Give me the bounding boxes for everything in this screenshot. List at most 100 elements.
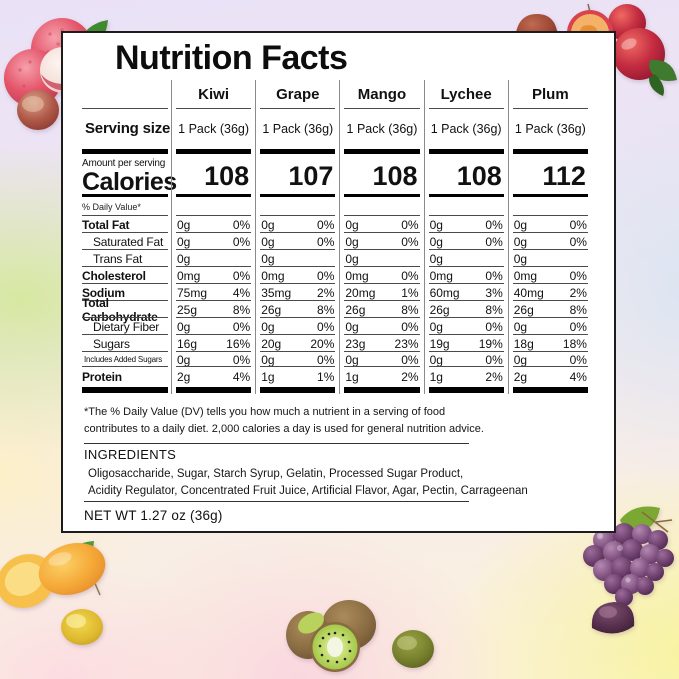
nutrient-value-cell: 0g 0%	[171, 352, 255, 367]
serving-size-value: 1 Pack (36g)	[507, 109, 592, 148]
rule-thick	[82, 386, 171, 394]
nutrient-percent: 0%	[317, 319, 335, 334]
nutrient-amount: 2g	[177, 369, 191, 384]
product-column-header: Kiwi	[171, 80, 255, 109]
nutrient-percent: 0%	[569, 217, 587, 232]
table-row: Cholesterol 0mg 0% 0mg 0% 0mg 0% 0mg 0% 0mg 0%	[82, 267, 592, 284]
nutrient-label: Total Fat	[82, 216, 171, 233]
nutrient-amount: 19g	[429, 336, 450, 351]
nutrient-amount: 0g	[429, 234, 443, 249]
table-row: % Daily Value*	[82, 197, 592, 216]
nutrient-value-cell: 26g 8%	[339, 301, 423, 318]
nutrient-value-cell: 26g 8%	[423, 301, 508, 318]
daily-value-spacer	[171, 197, 255, 216]
nutrient-value-cell: 1g 2%	[423, 367, 508, 386]
page-title: Nutrition Facts	[115, 39, 348, 77]
plum-leaf-icon	[649, 59, 677, 96]
product-column-header: Grape	[255, 80, 339, 109]
table-row: Protein 2g 4% 1g 1% 1g 2% 1g 2% 2g 4%	[82, 367, 592, 386]
rule-thick	[423, 386, 508, 394]
nutrient-amount: 1g	[429, 369, 443, 384]
nutrient-amount: 0g	[429, 352, 443, 367]
nutrient-amount: 0g	[345, 234, 359, 249]
nutrient-value-cell: 0mg 0%	[171, 267, 255, 284]
nutrient-percent: 0%	[317, 234, 335, 249]
nutrient-amount: 25g	[177, 302, 198, 317]
nutrient-percent: 0%	[485, 319, 503, 334]
nutrient-amount: 0g	[177, 251, 191, 266]
nutrient-value-cell: 0mg 0%	[255, 267, 339, 284]
nutrient-percent: 0%	[232, 217, 251, 232]
rule-thick	[82, 148, 171, 155]
nutrient-percent: 23%	[394, 336, 419, 351]
nutrient-value-cell: 0g 0%	[507, 233, 592, 250]
daily-value-footnote: *The % Daily Value (DV) tells you how mu…	[84, 404, 504, 437]
kiwi-illustration	[286, 600, 434, 672]
rule-thick	[171, 386, 255, 394]
nutrient-amount: 40mg	[513, 285, 544, 300]
nutrient-amount: 1g	[345, 369, 359, 384]
nutrient-value-cell: 0g 0%	[423, 318, 508, 335]
nutrient-value-cell: 0g 0%	[255, 216, 339, 233]
nutrient-amount: 0g	[261, 352, 275, 367]
nutrient-percent: 0%	[401, 352, 419, 367]
nutrient-value-cell: 0g 0%	[423, 233, 508, 250]
kiwi-half-icon	[310, 622, 360, 672]
nutrient-amount: 60mg	[429, 285, 460, 300]
table-row: Kiwi Grape Mango Lychee Plum	[82, 80, 592, 109]
nutrient-percent: 0%	[569, 268, 587, 283]
nutrient-percent: 1%	[317, 369, 335, 384]
nutrient-label: Includes Added Sugars	[82, 352, 171, 367]
ingredients-text: Oligosaccharide, Sugar, Starch Syrup, Ge…	[88, 466, 548, 499]
daily-value-spacer	[339, 197, 423, 216]
nutrient-value-cell: 0g 0%	[507, 318, 592, 335]
nutrient-amount: 18g	[513, 336, 534, 351]
rule-thick	[339, 148, 423, 155]
nutrient-amount: 0g	[261, 217, 275, 232]
nutrient-amount: 20g	[261, 336, 282, 351]
nutrient-label: Cholesterol	[82, 267, 171, 284]
nutrient-value-cell: 0g 0%	[171, 318, 255, 335]
nutrient-label: Sodium	[82, 284, 171, 301]
serving-size-value: 1 Pack (36g)	[171, 109, 255, 148]
nutrient-value-cell: 0mg 0%	[423, 267, 508, 284]
nutrient-value-cell: 0g	[507, 250, 592, 267]
nutrient-amount: 75mg	[177, 285, 208, 300]
product-column-header: Lychee	[423, 80, 508, 109]
footnote-line-2: contributes to a daily diet. 2,000 calor…	[84, 422, 484, 435]
calories-label: Calories	[82, 168, 177, 196]
nutrient-value-cell: 19g 19%	[423, 335, 508, 352]
nutrient-percent: 4%	[232, 285, 251, 300]
nutrient-value-cell: 60mg 3%	[423, 284, 508, 301]
nutrient-value-cell: 18g 18%	[507, 335, 592, 352]
nutrient-amount: 0g	[345, 319, 359, 334]
nutrient-amount: 0mg	[261, 268, 285, 283]
nutrient-amount: 0g	[513, 234, 528, 249]
nutrient-value-cell: 0g 0%	[171, 233, 255, 250]
nutrient-percent: 8%	[569, 302, 587, 317]
nutrient-percent: 2%	[569, 285, 587, 300]
nutrient-amount: 26g	[261, 302, 282, 317]
nutrient-value-cell: 0g 0%	[255, 318, 339, 335]
table-row: Saturated Fat 0g 0% 0g 0% 0g 0% 0g 0% 0g 0%	[82, 233, 592, 250]
table-row: Serving size 1 Pack (36g) 1 Pack (36g) 1 Pa…	[82, 109, 592, 148]
nutrient-value-cell: 1g 1%	[255, 367, 339, 386]
grape-illustration	[583, 506, 674, 634]
nutrient-value-cell: 0g 0%	[339, 216, 423, 233]
nutrition-facts-card: Nutrition Facts Kiwi Grape Mango Lychee Plum…	[61, 31, 616, 533]
nutrient-amount: 26g	[513, 302, 534, 317]
mango-gummy-icon	[61, 609, 103, 645]
kiwi-gummy-icon	[392, 630, 434, 668]
rule-thick	[423, 148, 508, 155]
nutrient-label: Dietary Fiber	[82, 318, 171, 335]
nutrient-amount: 0mg	[345, 268, 369, 283]
nutrient-amount: 26g	[345, 302, 366, 317]
calories-value: 112	[507, 155, 592, 197]
nutrient-amount: 0g	[177, 319, 191, 334]
nutrient-percent: 0%	[232, 352, 251, 367]
nutrient-amount: 0g	[177, 217, 191, 232]
daily-value-spacer	[507, 197, 592, 216]
nutrient-percent: 0%	[485, 352, 503, 367]
calories-value: 108	[171, 155, 255, 197]
